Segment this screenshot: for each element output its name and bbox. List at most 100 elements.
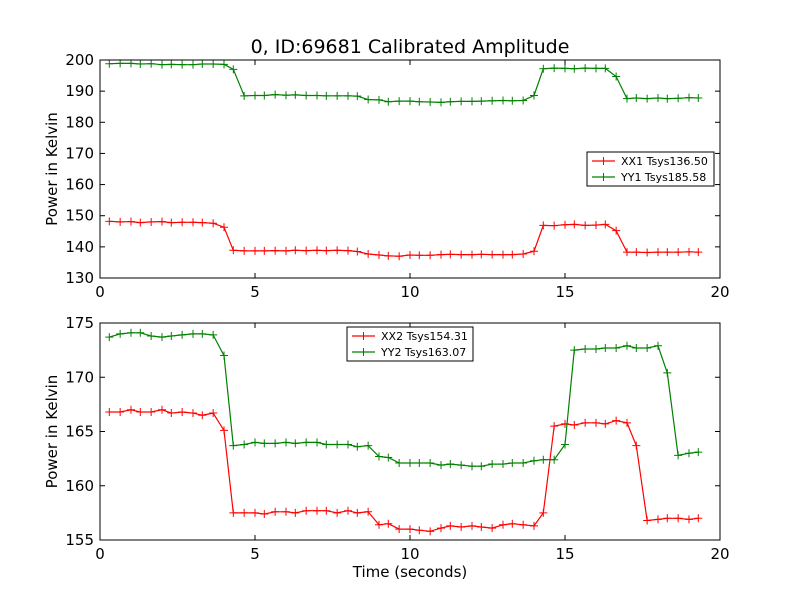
data-point bbox=[561, 220, 569, 229]
x-tick-label: 15 bbox=[555, 283, 574, 301]
data-point bbox=[322, 506, 331, 515]
data-point bbox=[539, 221, 548, 230]
data-point bbox=[623, 341, 631, 350]
data-point bbox=[530, 456, 538, 465]
data-point bbox=[344, 91, 352, 100]
data-point bbox=[105, 59, 114, 68]
data-point bbox=[694, 448, 703, 457]
data-point bbox=[674, 451, 683, 460]
data-point bbox=[632, 441, 641, 450]
data-point bbox=[220, 223, 228, 232]
data-point bbox=[116, 329, 125, 338]
data-point bbox=[694, 248, 703, 257]
legend-box bbox=[346, 326, 474, 362]
data-point bbox=[663, 368, 672, 377]
data-point bbox=[105, 407, 114, 416]
x-tick-label: 0 bbox=[95, 283, 105, 301]
data-point bbox=[271, 439, 280, 448]
data-point bbox=[322, 440, 331, 449]
data-point bbox=[539, 64, 548, 73]
data-point bbox=[508, 519, 517, 528]
data-point bbox=[519, 250, 528, 259]
data-point bbox=[477, 97, 486, 106]
data-point bbox=[426, 458, 435, 467]
y-tick-label: 155 bbox=[65, 531, 94, 549]
data-point bbox=[519, 520, 528, 529]
legend-item: XX1 Tsys136.50 bbox=[592, 155, 708, 168]
legend-marker bbox=[359, 348, 368, 356]
data-point bbox=[375, 452, 383, 461]
data-point bbox=[116, 407, 125, 416]
data-point bbox=[437, 524, 445, 533]
data-point bbox=[406, 97, 414, 106]
y-tick-label: 165 bbox=[65, 423, 94, 441]
data-point bbox=[127, 328, 135, 337]
data-point bbox=[601, 220, 610, 229]
data-point bbox=[601, 343, 610, 352]
series-line bbox=[109, 62, 699, 104]
data-point bbox=[178, 330, 187, 339]
data-point bbox=[632, 93, 641, 102]
data-point bbox=[446, 521, 455, 530]
data-point bbox=[570, 220, 579, 229]
series-2 bbox=[105, 328, 703, 471]
data-point bbox=[136, 328, 145, 337]
data-point bbox=[592, 418, 600, 427]
series-line bbox=[109, 332, 699, 467]
data-point bbox=[499, 96, 507, 105]
data-point bbox=[477, 522, 486, 531]
data-point bbox=[426, 251, 435, 260]
data-point bbox=[663, 248, 672, 257]
data-point bbox=[612, 416, 621, 425]
data-point bbox=[158, 60, 166, 69]
data-point bbox=[147, 217, 156, 226]
data-point bbox=[353, 508, 362, 517]
data-point bbox=[530, 521, 538, 530]
data-point bbox=[136, 60, 145, 69]
data-point bbox=[271, 246, 280, 255]
data-point bbox=[189, 60, 197, 69]
data-point bbox=[550, 221, 559, 230]
data-point bbox=[406, 458, 414, 467]
data-point bbox=[488, 524, 497, 533]
data-point bbox=[550, 455, 559, 464]
y-tick-label: 175 bbox=[65, 314, 94, 332]
data-point bbox=[167, 332, 176, 341]
data-point bbox=[601, 64, 610, 73]
data-point bbox=[353, 442, 362, 451]
data-point bbox=[508, 96, 517, 105]
data-point bbox=[395, 97, 404, 106]
x-tick-label: 20 bbox=[710, 283, 729, 301]
data-point bbox=[136, 407, 145, 416]
data-point bbox=[198, 60, 207, 69]
data-point bbox=[612, 226, 621, 235]
data-point bbox=[477, 250, 486, 259]
data-point bbox=[127, 59, 135, 68]
data-point bbox=[446, 460, 455, 469]
data-point bbox=[364, 95, 373, 104]
data-point bbox=[457, 250, 466, 259]
data-point bbox=[654, 248, 662, 257]
data-point bbox=[251, 438, 259, 447]
data-point bbox=[105, 333, 114, 342]
data-point bbox=[550, 64, 559, 73]
data-point bbox=[147, 332, 156, 341]
data-point bbox=[167, 60, 176, 69]
data-point bbox=[291, 439, 300, 448]
data-point bbox=[674, 248, 683, 257]
legend-box bbox=[586, 151, 715, 187]
data-point bbox=[530, 91, 538, 100]
data-point bbox=[623, 418, 631, 427]
data-point bbox=[415, 251, 424, 260]
data-point bbox=[468, 521, 476, 530]
data-point bbox=[198, 218, 207, 227]
legend: XX1 Tsys136.50 YY1 Tsys185.58 bbox=[586, 151, 715, 187]
series-1 bbox=[105, 405, 703, 536]
data-point bbox=[127, 405, 135, 414]
data-point bbox=[302, 246, 311, 255]
data-point bbox=[426, 98, 435, 107]
data-point bbox=[643, 343, 652, 352]
y-tick-label: 170 bbox=[65, 144, 94, 162]
data-point bbox=[282, 91, 290, 100]
x-tick-label: 10 bbox=[400, 545, 419, 563]
